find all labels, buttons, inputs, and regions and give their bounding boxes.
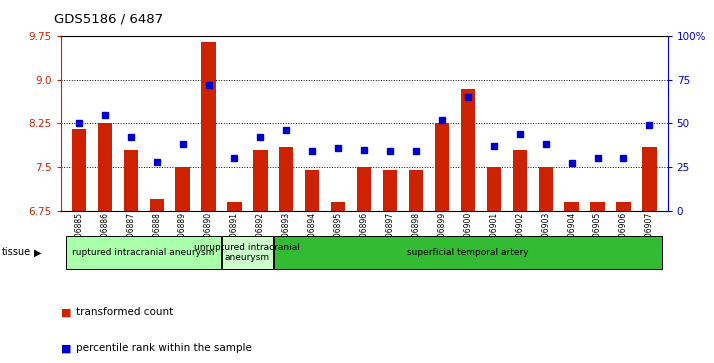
Bar bbox=[616, 202, 630, 211]
Text: unruptured intracranial
aneurysm: unruptured intracranial aneurysm bbox=[194, 242, 301, 262]
Bar bbox=[253, 150, 268, 211]
Text: GSM1306891: GSM1306891 bbox=[230, 212, 239, 263]
Text: GSM1306894: GSM1306894 bbox=[308, 212, 317, 263]
Text: GSM1306905: GSM1306905 bbox=[593, 212, 602, 263]
Bar bbox=[565, 202, 579, 211]
Bar bbox=[279, 147, 293, 211]
Bar bbox=[409, 170, 423, 211]
Text: transformed count: transformed count bbox=[76, 307, 174, 317]
Text: GSM1306896: GSM1306896 bbox=[360, 212, 368, 263]
Text: GSM1306886: GSM1306886 bbox=[100, 212, 109, 263]
Bar bbox=[643, 147, 657, 211]
Bar bbox=[124, 150, 138, 211]
Text: ■: ■ bbox=[61, 307, 71, 317]
Bar bbox=[435, 123, 449, 211]
Bar bbox=[331, 202, 346, 211]
Bar bbox=[461, 89, 475, 211]
Text: percentile rank within the sample: percentile rank within the sample bbox=[76, 343, 252, 354]
Text: GSM1306885: GSM1306885 bbox=[74, 212, 84, 263]
Bar bbox=[590, 202, 605, 211]
Bar bbox=[66, 236, 221, 269]
Text: GSM1306904: GSM1306904 bbox=[567, 212, 576, 263]
Text: GSM1306890: GSM1306890 bbox=[204, 212, 213, 263]
Bar bbox=[487, 167, 501, 211]
Text: GSM1306897: GSM1306897 bbox=[386, 212, 395, 263]
Text: ■: ■ bbox=[61, 343, 71, 354]
Bar bbox=[274, 236, 662, 269]
Bar bbox=[176, 167, 190, 211]
Text: GSM1306898: GSM1306898 bbox=[411, 212, 421, 263]
Bar bbox=[227, 202, 241, 211]
Text: tissue: tissue bbox=[1, 247, 31, 257]
Text: ruptured intracranial aneurysm: ruptured intracranial aneurysm bbox=[73, 248, 215, 257]
Text: GSM1306895: GSM1306895 bbox=[333, 212, 343, 263]
Text: GSM1306907: GSM1306907 bbox=[645, 212, 654, 263]
Bar bbox=[98, 123, 112, 211]
Bar bbox=[222, 236, 273, 269]
Text: GSM1306892: GSM1306892 bbox=[256, 212, 265, 263]
Bar bbox=[383, 170, 397, 211]
Text: ▶: ▶ bbox=[34, 247, 42, 257]
Text: GSM1306901: GSM1306901 bbox=[489, 212, 498, 263]
Text: GSM1306902: GSM1306902 bbox=[516, 212, 524, 263]
Bar bbox=[201, 42, 216, 211]
Text: GSM1306893: GSM1306893 bbox=[282, 212, 291, 263]
Bar bbox=[513, 150, 527, 211]
Text: GSM1306899: GSM1306899 bbox=[438, 212, 446, 263]
Text: GSM1306900: GSM1306900 bbox=[463, 212, 473, 263]
Bar bbox=[538, 167, 553, 211]
Bar bbox=[149, 199, 164, 211]
Text: GSM1306906: GSM1306906 bbox=[619, 212, 628, 263]
Bar bbox=[357, 167, 371, 211]
Bar bbox=[305, 170, 319, 211]
Bar bbox=[71, 129, 86, 211]
Text: GSM1306903: GSM1306903 bbox=[541, 212, 550, 263]
Text: GSM1306887: GSM1306887 bbox=[126, 212, 135, 263]
Text: GSM1306889: GSM1306889 bbox=[178, 212, 187, 263]
Text: GSM1306888: GSM1306888 bbox=[152, 212, 161, 262]
Text: GDS5186 / 6487: GDS5186 / 6487 bbox=[54, 12, 163, 25]
Text: superficial temporal artery: superficial temporal artery bbox=[407, 248, 528, 257]
